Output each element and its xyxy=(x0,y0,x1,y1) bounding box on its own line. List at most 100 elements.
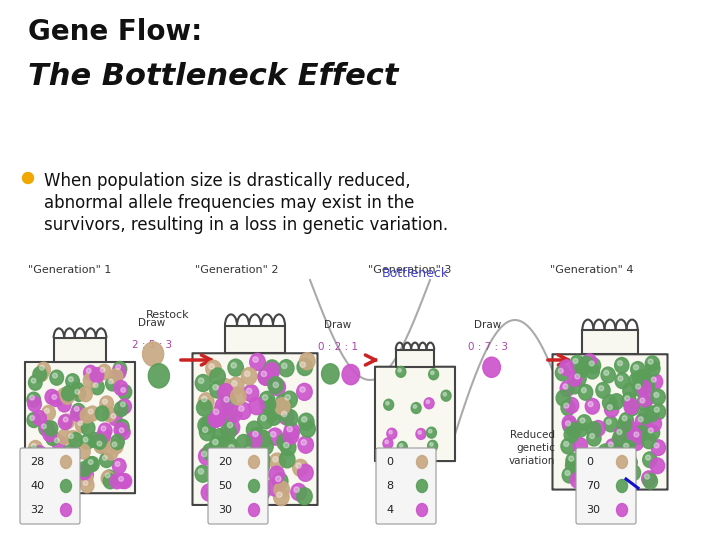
Ellipse shape xyxy=(575,361,590,377)
Ellipse shape xyxy=(78,462,91,476)
Ellipse shape xyxy=(285,395,290,400)
Ellipse shape xyxy=(45,389,59,404)
Ellipse shape xyxy=(267,428,283,445)
Ellipse shape xyxy=(257,461,263,467)
Ellipse shape xyxy=(80,408,94,423)
Ellipse shape xyxy=(76,417,89,433)
Text: Draw: Draw xyxy=(325,320,351,330)
Ellipse shape xyxy=(216,481,231,498)
Ellipse shape xyxy=(397,442,408,453)
Ellipse shape xyxy=(570,472,585,488)
Ellipse shape xyxy=(260,396,276,413)
Ellipse shape xyxy=(297,488,312,505)
Ellipse shape xyxy=(106,376,120,391)
Ellipse shape xyxy=(86,368,91,373)
Ellipse shape xyxy=(622,416,627,421)
Ellipse shape xyxy=(212,429,228,446)
Ellipse shape xyxy=(114,423,127,437)
Ellipse shape xyxy=(647,416,662,431)
Ellipse shape xyxy=(279,408,294,425)
Ellipse shape xyxy=(102,407,116,422)
Ellipse shape xyxy=(119,477,124,481)
Ellipse shape xyxy=(207,484,222,501)
Bar xyxy=(396,349,434,367)
Ellipse shape xyxy=(89,409,93,414)
Ellipse shape xyxy=(28,396,42,411)
Ellipse shape xyxy=(59,476,73,491)
Ellipse shape xyxy=(563,384,568,389)
Ellipse shape xyxy=(201,484,217,501)
Bar xyxy=(53,338,107,362)
Ellipse shape xyxy=(635,426,649,441)
Ellipse shape xyxy=(282,411,287,417)
Ellipse shape xyxy=(652,377,656,382)
Ellipse shape xyxy=(115,420,129,434)
Ellipse shape xyxy=(618,361,623,366)
Ellipse shape xyxy=(215,397,230,415)
Ellipse shape xyxy=(623,455,637,470)
Ellipse shape xyxy=(221,393,236,410)
Ellipse shape xyxy=(29,441,42,456)
Ellipse shape xyxy=(60,456,71,469)
Ellipse shape xyxy=(587,430,601,446)
Ellipse shape xyxy=(643,452,657,468)
Ellipse shape xyxy=(276,476,281,482)
Ellipse shape xyxy=(109,439,123,454)
Ellipse shape xyxy=(103,399,107,404)
Ellipse shape xyxy=(638,419,652,435)
Ellipse shape xyxy=(615,357,629,373)
Ellipse shape xyxy=(651,389,665,405)
Ellipse shape xyxy=(624,443,629,448)
Ellipse shape xyxy=(238,406,244,411)
Ellipse shape xyxy=(577,415,591,430)
Ellipse shape xyxy=(30,395,35,400)
Ellipse shape xyxy=(35,462,40,466)
Ellipse shape xyxy=(590,434,595,438)
Ellipse shape xyxy=(637,369,652,385)
Ellipse shape xyxy=(589,361,594,366)
Ellipse shape xyxy=(262,395,268,400)
Ellipse shape xyxy=(198,469,204,474)
Ellipse shape xyxy=(611,443,625,459)
Ellipse shape xyxy=(644,474,649,479)
Ellipse shape xyxy=(589,449,603,465)
Ellipse shape xyxy=(94,383,98,388)
Text: Reduced
genetic
variation: Reduced genetic variation xyxy=(508,430,555,467)
Text: 20: 20 xyxy=(218,457,232,467)
Ellipse shape xyxy=(426,400,430,403)
Ellipse shape xyxy=(418,431,421,434)
FancyBboxPatch shape xyxy=(208,448,268,524)
Text: 4: 4 xyxy=(386,505,393,515)
Ellipse shape xyxy=(84,457,97,471)
Ellipse shape xyxy=(254,477,270,494)
Text: 50: 50 xyxy=(218,481,232,491)
Ellipse shape xyxy=(411,403,421,414)
Ellipse shape xyxy=(50,451,63,467)
Ellipse shape xyxy=(274,489,289,505)
Ellipse shape xyxy=(558,368,563,373)
Ellipse shape xyxy=(416,480,428,492)
Ellipse shape xyxy=(605,402,618,417)
Ellipse shape xyxy=(413,405,417,408)
Ellipse shape xyxy=(258,438,273,455)
Ellipse shape xyxy=(302,417,307,422)
Ellipse shape xyxy=(602,468,616,484)
Ellipse shape xyxy=(608,442,613,447)
Ellipse shape xyxy=(426,427,436,438)
Ellipse shape xyxy=(50,370,63,385)
Ellipse shape xyxy=(208,410,224,428)
Ellipse shape xyxy=(148,363,169,388)
Ellipse shape xyxy=(60,414,74,429)
Ellipse shape xyxy=(258,412,274,429)
Ellipse shape xyxy=(210,436,225,453)
Ellipse shape xyxy=(81,421,95,436)
Ellipse shape xyxy=(270,453,285,470)
Ellipse shape xyxy=(112,458,126,474)
Ellipse shape xyxy=(48,482,53,486)
Ellipse shape xyxy=(232,381,237,386)
Ellipse shape xyxy=(63,461,76,476)
Ellipse shape xyxy=(272,472,288,490)
Ellipse shape xyxy=(93,434,107,449)
Ellipse shape xyxy=(52,395,57,400)
Ellipse shape xyxy=(32,443,36,448)
